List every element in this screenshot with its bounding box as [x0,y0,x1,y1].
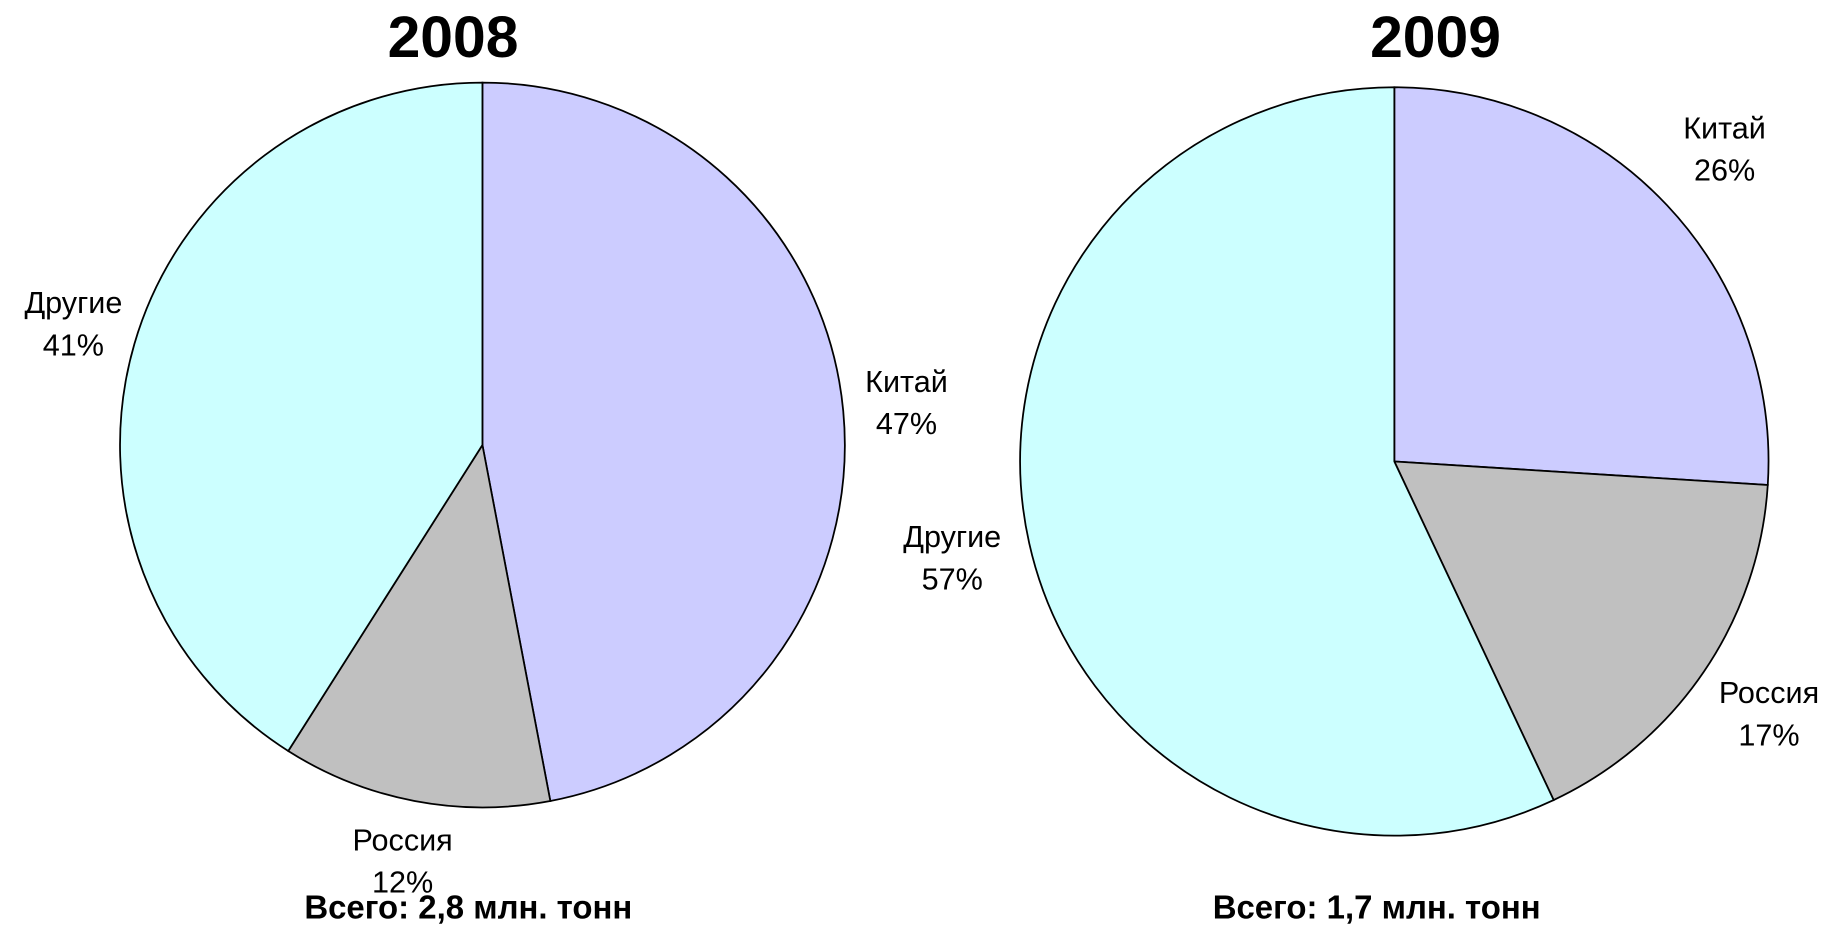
pie-slice [287,442,552,809]
slice-value-label: 41% [43,328,104,362]
slice-value-label: 57% [922,563,983,597]
slice-label: Китай [1683,111,1766,145]
chart-title: 2009 [1370,5,1501,70]
pie-slice [481,81,846,803]
slice-value-label: 47% [876,407,937,441]
slice-label: Другие [24,286,122,320]
pie-slice [1019,86,1555,837]
chart-title: 2008 [388,5,519,70]
pie-slice [1392,460,1769,802]
slice-value-label: 17% [1738,718,1799,752]
chart-subtitle: Всего: 1,7 млн. тонн [1213,888,1541,925]
pie-slice [119,81,484,753]
slice-value-label: 12% [372,866,433,900]
slice-label: Россия [1719,676,1819,710]
slice-label: Россия [352,823,452,857]
pie-slice [1393,86,1770,486]
chart-subtitle: Всего: 2,8 млн. тонн [304,888,632,925]
slice-label: Китай [865,365,948,399]
slice-value-label: 26% [1694,154,1755,188]
slice-label: Другие [903,520,1001,554]
